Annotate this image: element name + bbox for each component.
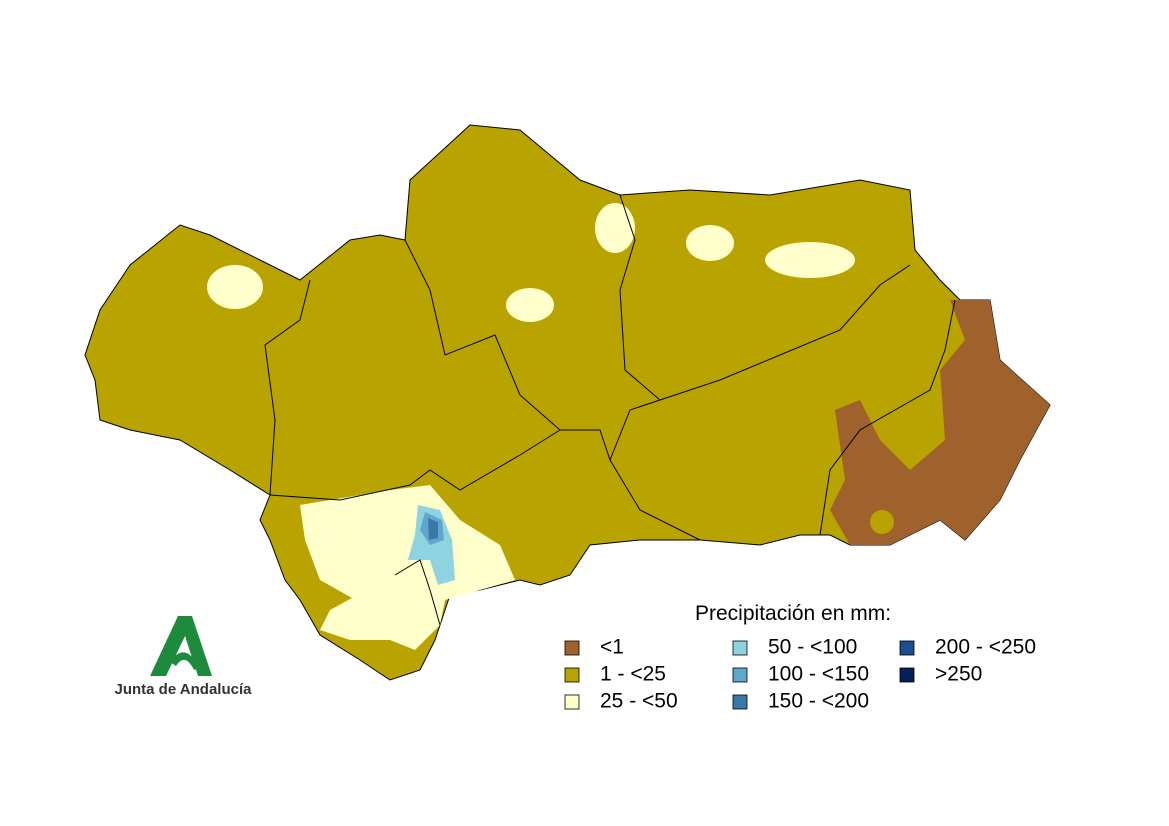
legend-swatch [564, 694, 580, 710]
province-border [819, 299, 956, 536]
province-border [404, 239, 701, 541]
legend-label: 25 - <50 [600, 690, 678, 713]
legend-swatch [899, 667, 915, 683]
zone-1-25 [882, 380, 942, 460]
legend-swatch [564, 667, 580, 683]
legend-label: <1 [600, 636, 624, 659]
zone-25-50 [686, 225, 734, 261]
legend-swatch [732, 640, 748, 656]
province-border [264, 279, 311, 496]
legend-label: 200 - <250 [935, 636, 1036, 659]
logo-text: Junta de Andalucía [115, 681, 253, 698]
legend-title: Precipitación en mm: [695, 602, 891, 625]
province-border [659, 264, 911, 401]
zone-1-25 [870, 510, 894, 534]
province-border [269, 429, 561, 501]
legend-label: >250 [935, 663, 982, 686]
legend-swatch [564, 640, 580, 656]
province-border [609, 194, 661, 461]
legend-label: 1 - <25 [600, 663, 666, 686]
legend-label: 50 - <100 [768, 636, 857, 659]
legend-swatch [732, 667, 748, 683]
legend: Precipitación en mm: <1 1 - <25 25 - <50 50… [564, 602, 1036, 713]
zone-50-100 [408, 505, 455, 585]
province-border [394, 559, 441, 626]
zone-25-50 [765, 242, 855, 278]
legend-label: 100 - <150 [768, 663, 869, 686]
logo-mark [150, 616, 212, 676]
legend-swatch [899, 640, 915, 656]
zone-25-50 [506, 288, 554, 322]
zone-lt1 [830, 300, 1050, 545]
legend-swatch [732, 694, 748, 710]
zone-150-200 [428, 518, 438, 540]
logo-mark [170, 652, 200, 670]
legend-label: 150 - <200 [768, 690, 869, 713]
map [84, 124, 1051, 681]
logo: Junta de Andalucía [115, 616, 253, 698]
zone-25-50 [595, 203, 635, 253]
zone-25-50 [207, 265, 263, 309]
